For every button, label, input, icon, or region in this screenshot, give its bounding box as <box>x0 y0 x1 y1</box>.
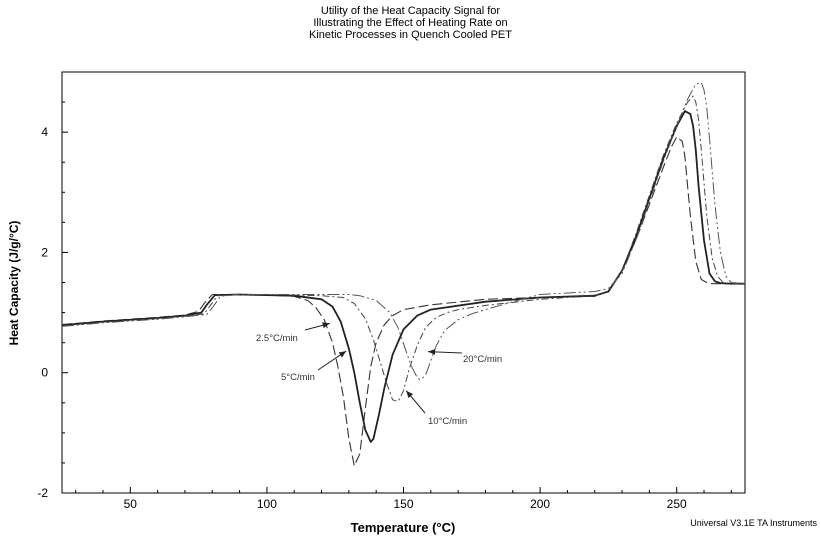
y-tick-label: 2 <box>41 245 48 259</box>
x-axis-title: Temperature (°C) <box>351 520 456 535</box>
series-layer <box>61 82 746 467</box>
footer-software-credit: Universal V3.1E TA Instruments <box>690 518 817 528</box>
series-line-4 <box>61 82 746 381</box>
axes-layer: 50 100 150 200 250 -2 0 2 4 <box>37 71 746 511</box>
y-tick-label: 4 <box>41 125 48 139</box>
annotation-label: 10°C/min <box>428 416 467 427</box>
y-tick-label: -2 <box>37 486 48 500</box>
chart-title-line-3: Kinetic Processes in Quench Cooled PET <box>309 29 512 41</box>
x-tick-label: 200 <box>530 497 550 511</box>
x-tick-label: 250 <box>667 497 687 511</box>
plot-frame <box>61 71 746 494</box>
annotation-arrowhead <box>322 322 330 329</box>
annotation-arrowhead <box>338 351 347 358</box>
series-line-1 <box>61 136 745 467</box>
series-line-3 <box>61 95 745 403</box>
annotation-label: 5°C/min <box>281 372 315 383</box>
annotation-arrowhead <box>406 390 414 399</box>
x-tick-label: 100 <box>257 497 277 511</box>
chart-title-line-1: Utility of the Heat Capacity Signal for <box>320 5 501 17</box>
annotation-label: 2.5°C/min <box>256 333 298 344</box>
x-tick-label: 150 <box>393 497 413 511</box>
annotation-layer: 2.5°C/min 5°C/min 10°C/min 20°C/min <box>256 322 502 427</box>
annotation-arrowhead <box>428 348 436 355</box>
annotation-label: 20°C/min <box>463 354 502 365</box>
series-line-2 <box>61 110 745 443</box>
y-axis-title: Heat Capacity (J/g/°C) <box>7 221 21 346</box>
x-tick-label: 50 <box>124 497 138 511</box>
y-tick-label: 0 <box>41 366 48 380</box>
chart-title-line-2: Illustrating the Effect of Heating Rate … <box>313 17 508 29</box>
